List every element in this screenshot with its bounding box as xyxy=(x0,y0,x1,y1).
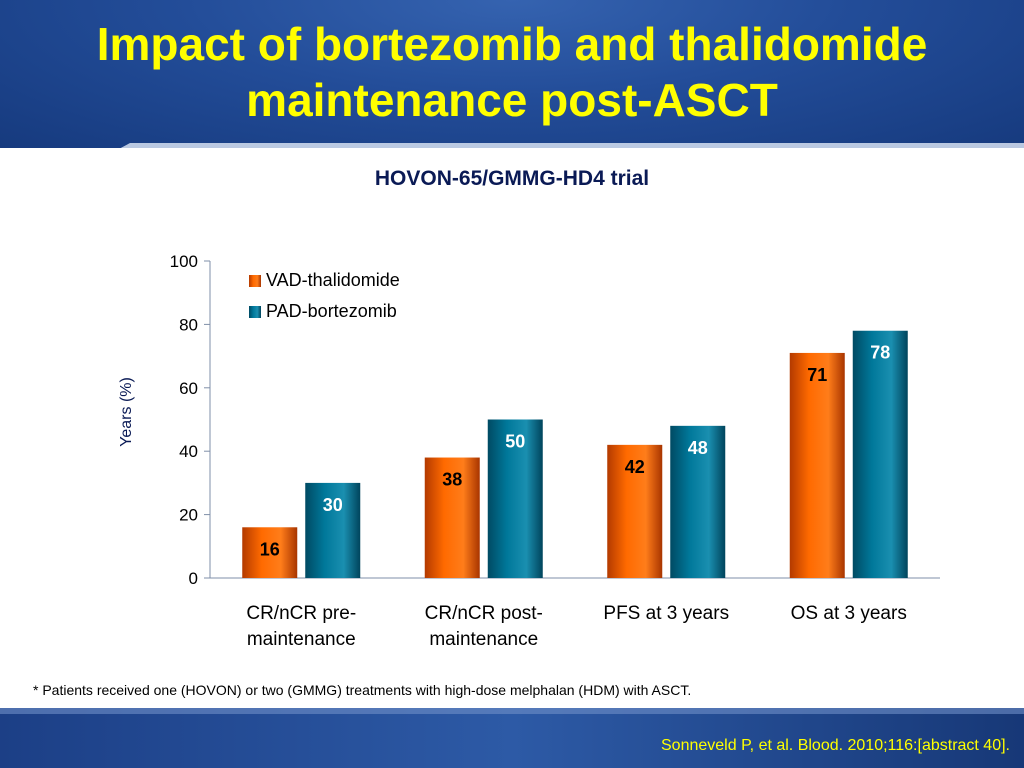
y-tick-label: 20 xyxy=(179,506,198,525)
y-axis-label: Years (%) xyxy=(118,377,135,447)
footer-background xyxy=(0,708,1024,768)
x-tick-label: maintenance xyxy=(429,629,538,650)
data-label: 78 xyxy=(870,343,890,363)
data-label: 50 xyxy=(505,432,525,452)
data-label: 42 xyxy=(625,457,645,477)
legend-label: PAD-bortezomib xyxy=(266,301,397,321)
x-tick-label: CR/nCR post- xyxy=(425,603,543,624)
data-label: 71 xyxy=(807,365,827,385)
bar-pad-bortezomib xyxy=(305,482,361,578)
bar-vad-thalidomide xyxy=(242,527,298,578)
legend-swatch xyxy=(249,306,261,318)
y-tick-label: 100 xyxy=(170,252,198,271)
y-tick-label: 0 xyxy=(189,569,198,588)
slide-title-line1: Impact of bortezomib and thalidomide xyxy=(96,18,928,70)
bar-vad-thalidomide xyxy=(607,444,663,578)
y-tick-label: 40 xyxy=(179,442,198,461)
x-tick-label: PFS at 3 years xyxy=(603,603,729,624)
data-label: 16 xyxy=(260,539,280,559)
bar-pad-bortezomib xyxy=(670,425,726,578)
chart-title: HOVON-65/GMMG-HD4 trial xyxy=(374,167,650,190)
slide-title-line2: maintenance post-ASCT xyxy=(246,74,778,126)
slide-title: Impact of bortezomib and thalidomide mai… xyxy=(0,16,1024,128)
data-label: 48 xyxy=(688,438,708,458)
footnote: * Patients received one (HOVON) or two (… xyxy=(33,682,692,698)
x-tick-label: maintenance xyxy=(247,629,356,650)
legend-swatch xyxy=(249,275,261,287)
legend-label: VAD-thalidomide xyxy=(266,270,400,290)
bar-pad-bortezomib xyxy=(852,330,908,578)
data-label: 38 xyxy=(442,470,462,490)
bar-vad-thalidomide xyxy=(789,352,845,578)
data-label: 30 xyxy=(323,495,343,515)
footer-band xyxy=(0,708,1024,714)
header-background xyxy=(0,0,1024,150)
y-tick-label: 80 xyxy=(179,315,198,334)
x-tick-label: CR/nCR pre- xyxy=(246,603,356,624)
y-tick-label: 60 xyxy=(179,379,198,398)
bar-vad-thalidomide xyxy=(424,457,480,578)
header-swoosh xyxy=(0,143,1024,190)
citation: Sonneveld P, et al. Blood. 2010;116:[abs… xyxy=(661,737,1010,754)
bar-pad-bortezomib xyxy=(487,419,543,578)
x-tick-label: OS at 3 years xyxy=(791,603,907,624)
